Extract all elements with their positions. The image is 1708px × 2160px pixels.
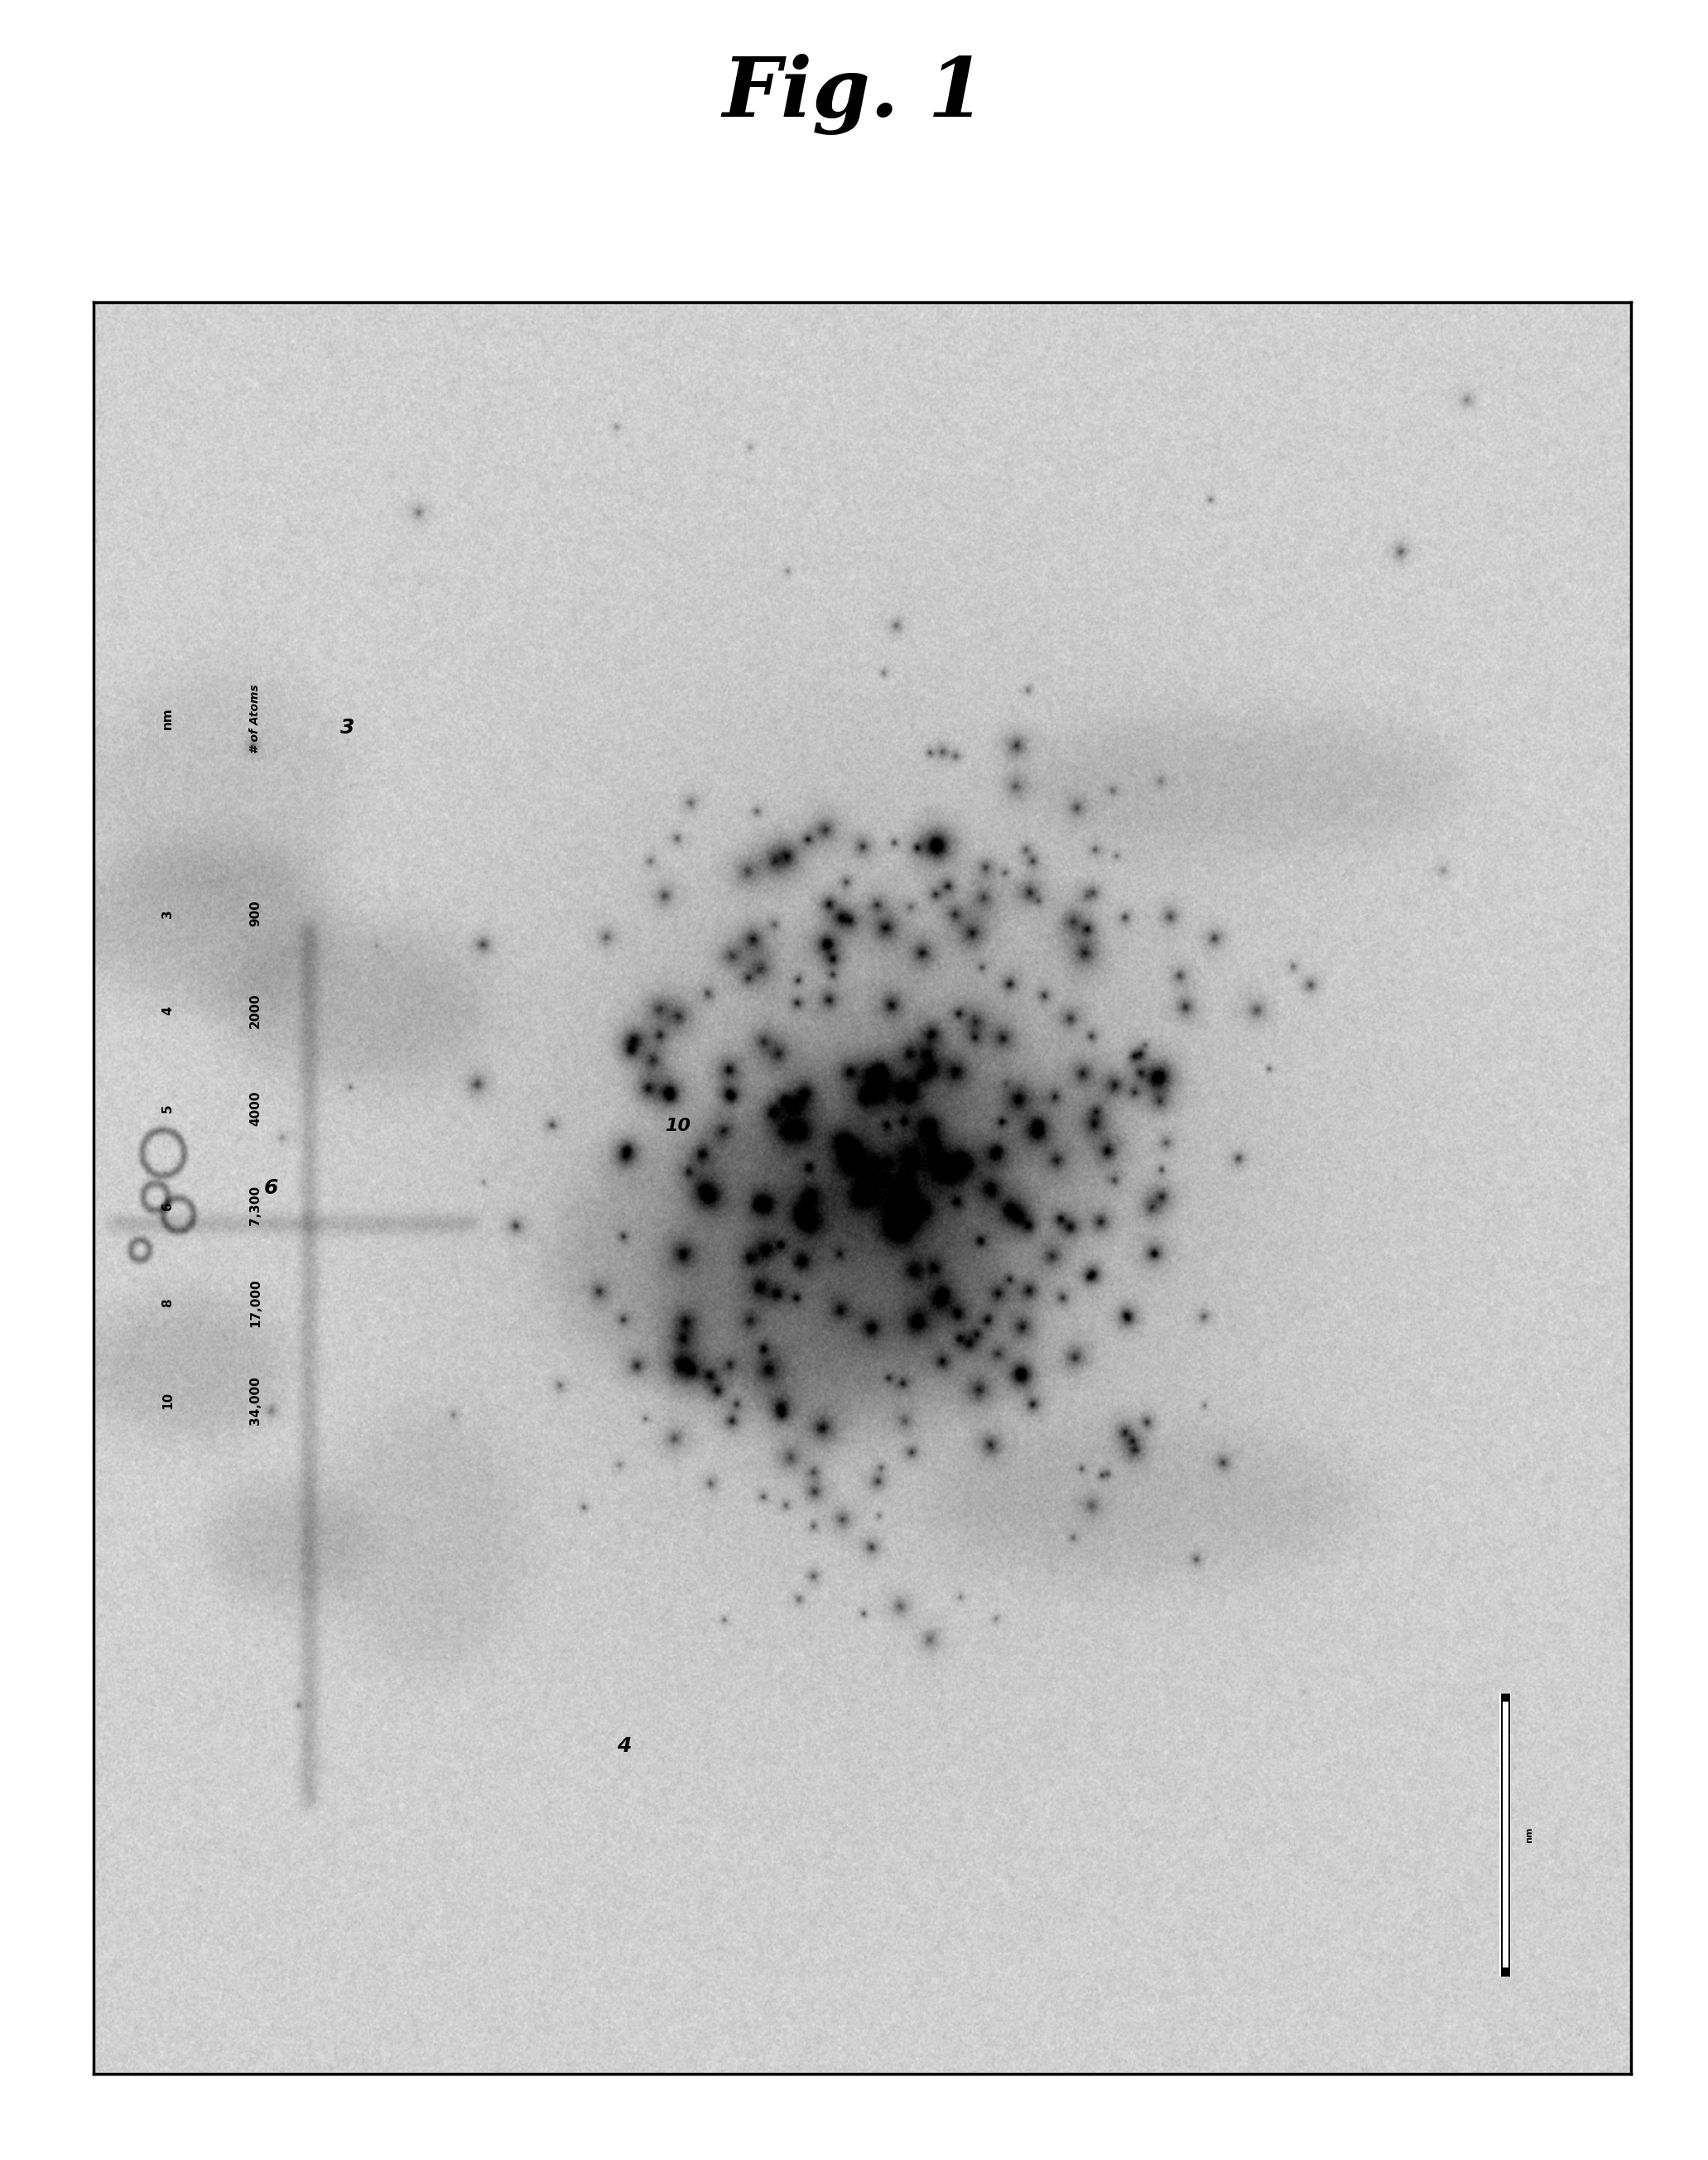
Text: 34,000: 34,000 xyxy=(249,1376,261,1426)
Text: 17,000: 17,000 xyxy=(249,1279,261,1328)
Text: 4: 4 xyxy=(162,1007,174,1015)
Text: nm: nm xyxy=(162,708,174,730)
Text: 6: 6 xyxy=(162,1201,174,1210)
Text: 8: 8 xyxy=(162,1298,174,1307)
Text: 5: 5 xyxy=(162,1104,174,1112)
Text: 10: 10 xyxy=(664,1117,692,1134)
Text: 7,300: 7,300 xyxy=(249,1186,261,1225)
Text: 2000: 2000 xyxy=(249,994,261,1028)
Text: 3: 3 xyxy=(340,717,355,737)
Text: 6: 6 xyxy=(263,1177,278,1199)
Text: 10: 10 xyxy=(162,1391,174,1408)
Text: 4: 4 xyxy=(617,1737,632,1756)
Text: Fig. 1: Fig. 1 xyxy=(722,54,986,136)
Text: 900: 900 xyxy=(249,901,261,927)
Text: nm: nm xyxy=(1525,1827,1534,1842)
Text: # of Atoms: # of Atoms xyxy=(249,685,261,754)
Text: 4000: 4000 xyxy=(249,1091,261,1125)
Text: 3: 3 xyxy=(162,909,174,918)
